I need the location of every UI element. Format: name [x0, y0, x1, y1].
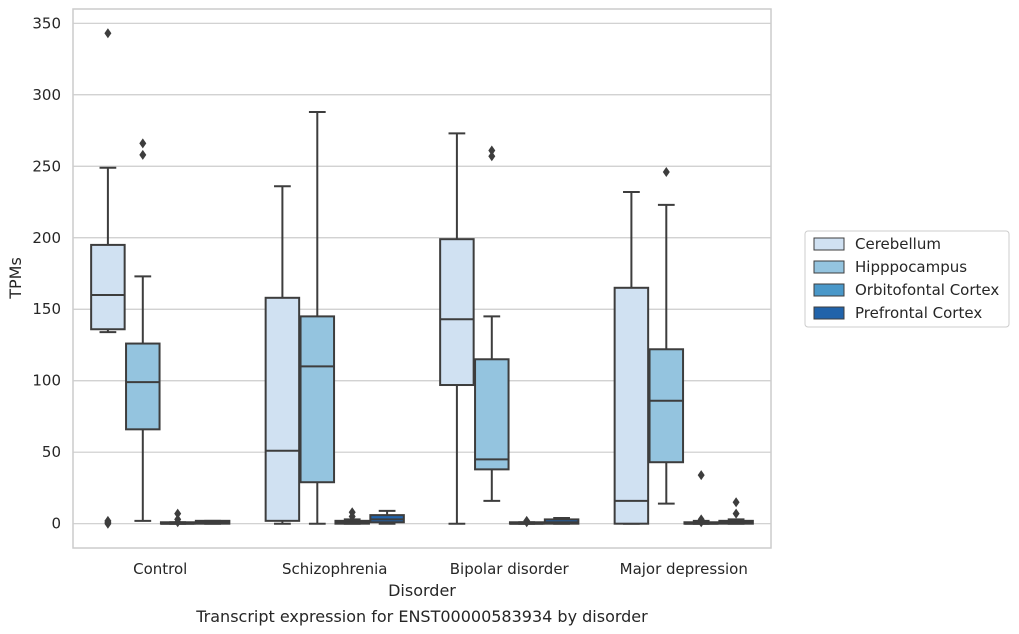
box-prefrontal-cortex	[718, 497, 754, 525]
box-cerebellum	[90, 28, 126, 529]
y-tick-label: 300	[32, 86, 61, 104]
legend-swatch	[813, 260, 845, 274]
legend-frame	[804, 230, 1010, 328]
box-hipppocampus	[125, 138, 161, 522]
outlier-point	[697, 470, 705, 481]
box-orbitofontal-cortex	[683, 470, 719, 528]
box-orbitofontal-cortex	[159, 508, 196, 528]
y-tick-label: 0	[51, 515, 61, 533]
outlier-point	[662, 166, 670, 177]
x-axis-title: Disorder	[388, 581, 456, 600]
outlier-point	[139, 149, 147, 160]
x-tick-label: Major depression	[620, 560, 748, 578]
box-iqr	[264, 296, 301, 522]
box-prefrontal-cortex	[194, 519, 231, 525]
outlier-point	[174, 508, 182, 519]
box-iqr	[648, 348, 685, 464]
y-tick-label: 350	[32, 14, 61, 32]
x-tick-label: Bipolar disorder	[450, 560, 570, 578]
y-tick-label: 250	[32, 157, 61, 175]
grid-layer	[73, 22, 771, 525]
box-hipppocampus	[648, 166, 685, 505]
legend: Cerebellum Hipppocampus Orbitofontal Corte…	[804, 230, 1010, 328]
box-iqr	[613, 286, 650, 525]
y-tick-label: 200	[32, 229, 61, 247]
y-tick-labels: 0 50 100 150 200 250 300 350	[32, 14, 61, 532]
box-iqr	[125, 342, 161, 431]
legend-label: Hipppocampus	[855, 258, 967, 276]
y-tick-label: 150	[32, 300, 61, 318]
outlier-point	[139, 138, 147, 149]
legend-label: Cerebellum	[855, 235, 941, 253]
outlier-point	[732, 508, 740, 519]
outlier-point	[488, 145, 496, 156]
box-iqr	[474, 358, 510, 471]
box-layer	[90, 28, 754, 529]
figure-caption: Transcript expression for ENST0000058393…	[195, 607, 648, 626]
legend-label: Orbitofontal Cortex	[855, 281, 999, 299]
legend-swatch	[813, 306, 845, 320]
outlier-point	[523, 517, 531, 528]
box-iqr	[90, 243, 126, 331]
box-hipppocampus	[474, 145, 510, 502]
box-orbitofontal-cortex	[334, 507, 370, 525]
box-cerebellum	[613, 191, 650, 525]
box-iqr	[439, 238, 475, 387]
legend-swatch	[813, 237, 845, 251]
outlier-point	[104, 28, 112, 39]
x-tick-labels: Control Schizophrenia Bipolar disorder Majo…	[133, 560, 748, 578]
legend-swatch	[813, 283, 845, 297]
outlier-point	[104, 515, 112, 526]
outlier-point	[697, 517, 705, 528]
outlier-point	[174, 517, 182, 528]
box-prefrontal-cortex	[369, 509, 405, 525]
box-iqr	[299, 315, 336, 484]
legend-label: Prefrontal Cortex	[855, 304, 982, 322]
x-tick-label: Schizophrenia	[282, 560, 387, 578]
y-axis-title: TPMs	[6, 257, 25, 300]
x-tick-label: Control	[133, 560, 187, 578]
box-hipppocampus	[299, 110, 336, 525]
y-tick-label: 50	[42, 443, 61, 461]
outlier-point	[488, 151, 496, 162]
box-orbitofontal-cortex	[508, 515, 545, 528]
box-cerebellum	[264, 185, 301, 525]
box-cerebellum	[439, 132, 475, 525]
outlier-point	[348, 511, 356, 522]
y-tick-label: 100	[32, 372, 61, 390]
plot-frame	[72, 8, 772, 549]
outlier-point	[732, 497, 740, 508]
box-prefrontal-cortex	[543, 516, 580, 525]
